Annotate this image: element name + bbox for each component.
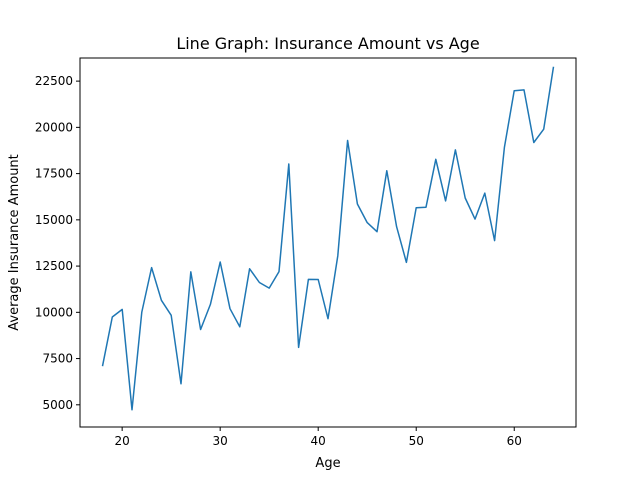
x-tick-label: 60: [507, 434, 522, 448]
y-tick-label: 15000: [35, 213, 73, 227]
y-tick-label: 22500: [35, 74, 73, 88]
y-tick-label: 5000: [42, 398, 73, 412]
series-layer: [101, 66, 555, 411]
x-tick-label: 30: [213, 434, 228, 448]
y-axis: 5000 7500 10000 12500 15000 17500 20000 22500: [35, 74, 80, 412]
y-tick-label: 10000: [35, 305, 73, 319]
plot-area-frame: [79, 57, 577, 428]
y-tick-label: 7500: [42, 352, 73, 366]
x-tick-label: 40: [311, 434, 326, 448]
y-tick-label: 12500: [35, 259, 73, 273]
y-tick-label: 17500: [35, 167, 73, 181]
x-tick-label: 20: [115, 434, 130, 448]
x-tick-label: 50: [409, 434, 424, 448]
x-axis-label: Age: [315, 456, 340, 471]
chart-title: Line Graph: Insurance Amount vs Age: [176, 34, 479, 53]
x-axis: 20 30 40 50 60: [115, 427, 522, 448]
series-line-0: [101, 66, 555, 411]
y-tick-label: 20000: [35, 120, 73, 134]
y-axis-label: Average Insurance Amount: [7, 154, 22, 331]
